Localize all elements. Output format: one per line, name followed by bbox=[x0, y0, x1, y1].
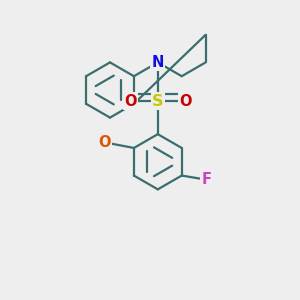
Text: F: F bbox=[202, 172, 212, 187]
Text: O: O bbox=[179, 94, 192, 109]
Text: O: O bbox=[99, 135, 111, 150]
Text: O: O bbox=[124, 94, 136, 109]
Text: S: S bbox=[152, 94, 164, 109]
Text: N: N bbox=[152, 55, 164, 70]
